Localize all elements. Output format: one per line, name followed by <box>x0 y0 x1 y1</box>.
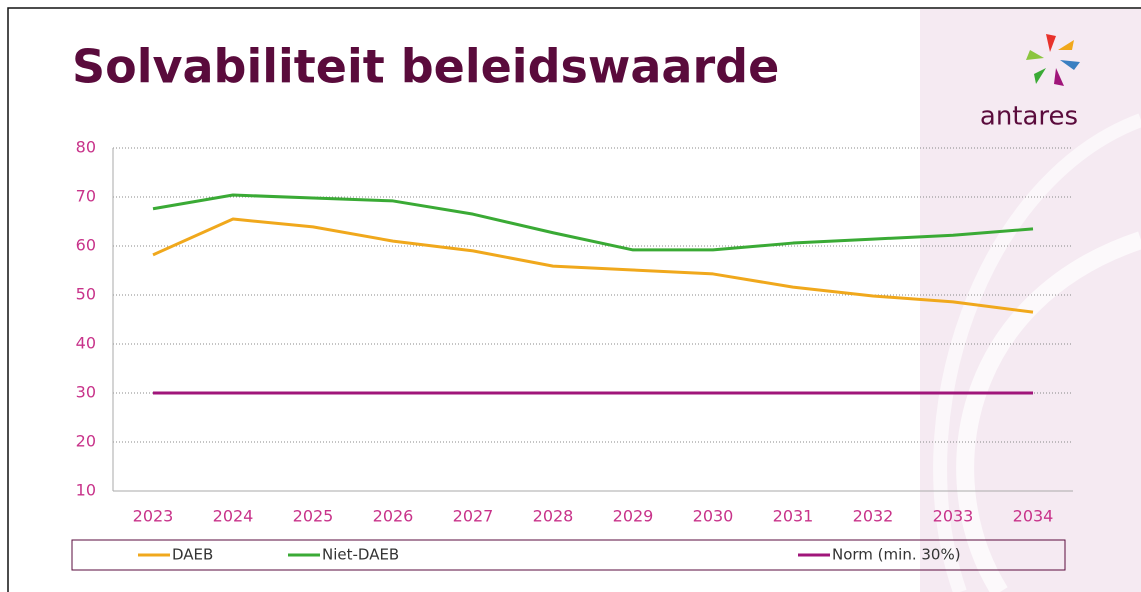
panel-curve <box>933 113 1141 592</box>
x-tick-label: 2032 <box>853 507 894 526</box>
y-tick-label: 50 <box>76 285 96 304</box>
x-tick-label: 2024 <box>213 507 254 526</box>
x-tick-label: 2029 <box>613 507 654 526</box>
x-tick-label: 2025 <box>293 507 334 526</box>
legend-label: Norm (min. 30%) <box>832 546 961 564</box>
x-tick-label: 2031 <box>773 507 814 526</box>
legend-label: Niet-DAEB <box>322 546 399 564</box>
x-tick-label: 2033 <box>933 507 974 526</box>
x-tick-label: 2028 <box>533 507 574 526</box>
y-tick-label: 20 <box>76 432 96 451</box>
legend-box <box>71 539 1066 571</box>
logo-mark <box>1026 34 1080 86</box>
series-line <box>152 217 1034 314</box>
y-tick-label: 80 <box>76 138 96 157</box>
y-tick-label: 40 <box>76 334 96 353</box>
y-tick-label: 70 <box>76 187 96 206</box>
legend-label: DAEB <box>172 546 213 564</box>
x-tick-label: 2027 <box>453 507 494 526</box>
x-tick-label: 2030 <box>693 507 734 526</box>
x-tick-label: 2034 <box>1013 507 1054 526</box>
x-tick-label: 2023 <box>133 507 174 526</box>
y-tick-label: 10 <box>76 481 96 500</box>
y-tick-label: 30 <box>76 383 96 402</box>
y-tick-label: 60 <box>76 236 96 255</box>
series-line <box>152 193 1034 252</box>
panel-curve <box>956 231 1141 592</box>
logo-text: antares <box>980 102 1078 132</box>
chart-title: Solvabiliteit beleidswaarde <box>72 40 779 94</box>
slide-border <box>7 7 1141 592</box>
x-tick-label: 2026 <box>373 507 414 526</box>
